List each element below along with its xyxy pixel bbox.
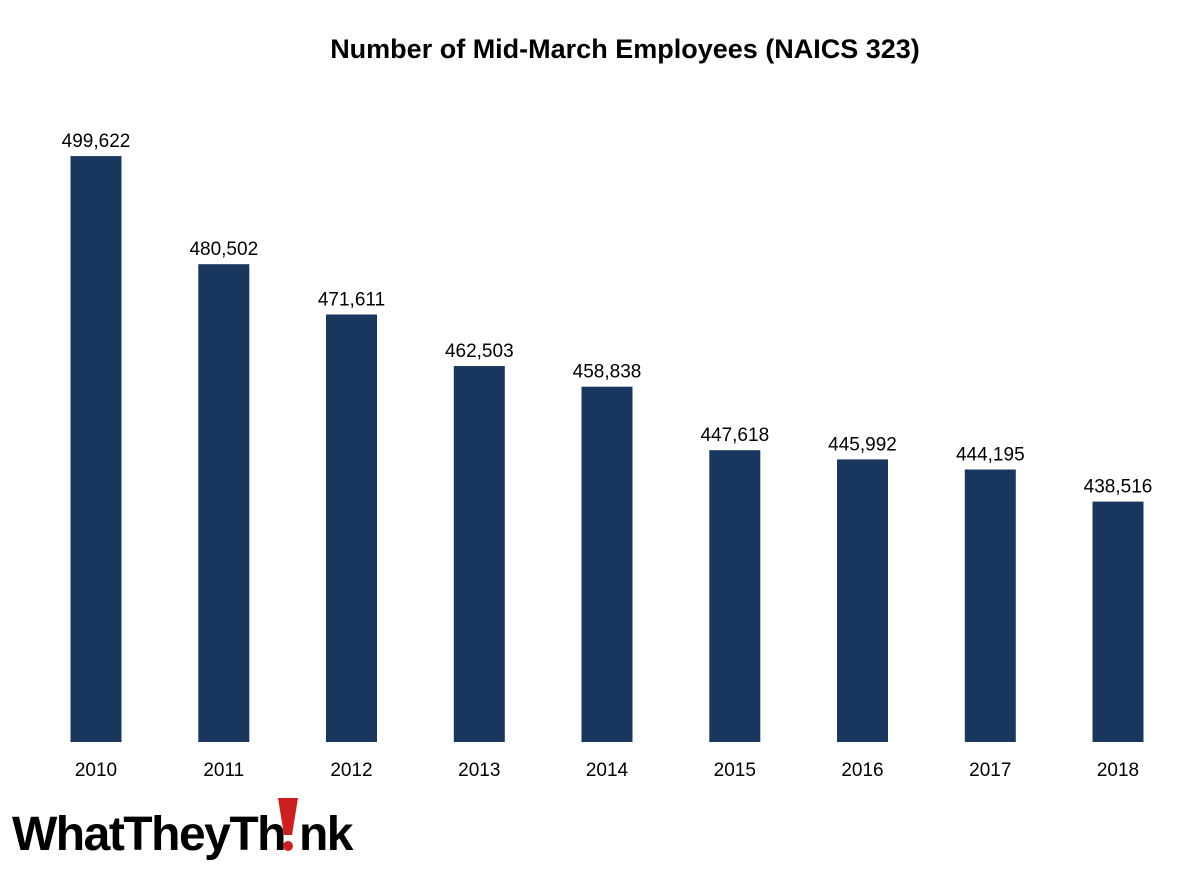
category-label-2014: 2014 [586,760,629,781]
data-label-2011: 480,502 [189,239,258,260]
bar-2013 [453,366,505,742]
bar-2015 [709,450,761,742]
logo-dot-icon [283,841,293,851]
logo-text-prefix: WhatTheyTh [12,808,285,861]
bar-2012 [326,314,377,742]
category-label-2013: 2013 [458,760,500,781]
data-label-2018: 438,516 [1084,477,1153,498]
category-label-group: 2010 2011 2012 2013 2014 2015 2016 2017 2018 [75,760,1139,781]
bar-group [70,156,1144,743]
data-label-2017: 444,195 [956,445,1025,466]
data-label-2016: 445,992 [828,434,897,455]
bar-2018 [1092,501,1144,742]
bar-2010 [70,156,122,743]
data-label-2010: 499,622 [62,131,131,152]
data-label-2014: 458,838 [573,362,642,383]
whattheythink-logo: WhatTheyTh nk [12,798,355,861]
category-label-2012: 2012 [330,760,372,781]
category-label-2017: 2017 [969,760,1011,781]
logo-text-suffix: nk [299,808,354,861]
data-label-group: 499,622 480,502 471,611 462,503 458,838 447,6… [62,131,1153,498]
bar-2014 [581,386,633,742]
bar-2017 [964,469,1016,742]
bar-2011 [198,264,250,742]
data-label-2012: 471,611 [318,290,385,311]
data-label-2015: 447,618 [700,425,769,446]
category-label-2010: 2010 [75,760,117,781]
category-label-2011: 2011 [203,760,244,781]
logo-exclamation-icon [278,798,298,835]
category-label-2018: 2018 [1097,760,1139,781]
data-label-2013: 462,503 [445,341,514,362]
category-label-2015: 2015 [714,760,756,781]
bar-2016 [837,459,888,742]
category-label-2016: 2016 [841,760,883,781]
chart-title: Number of Mid-March Employees (NAICS 323… [330,34,920,64]
